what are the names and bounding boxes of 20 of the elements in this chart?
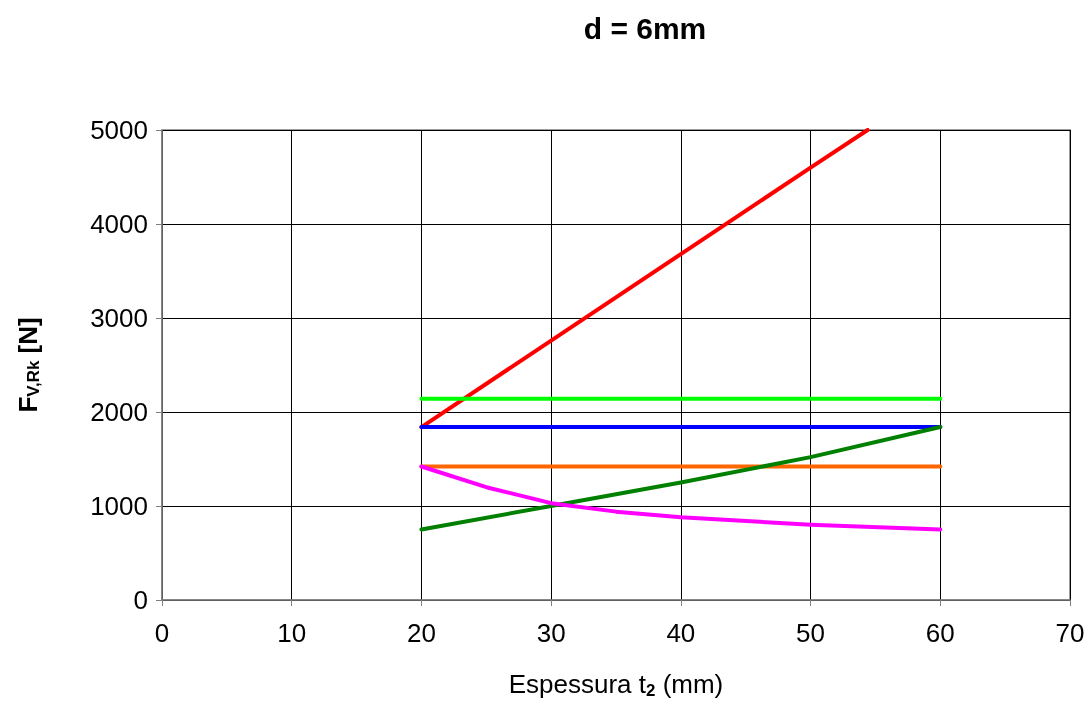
y-tick-label: 2000 bbox=[90, 397, 148, 427]
x-tick-label: 30 bbox=[536, 618, 566, 648]
x-tick-label: 10 bbox=[277, 618, 307, 648]
y-tick-label: 1000 bbox=[90, 491, 148, 521]
x-tick-label: 0 bbox=[154, 618, 170, 648]
y-tick-label: 0 bbox=[133, 585, 148, 615]
line-series bbox=[419, 464, 943, 532]
x-tick-label: 70 bbox=[1055, 618, 1085, 648]
x-tick-label: 40 bbox=[666, 618, 696, 648]
x-axis-title: Espessura t2 (mm) bbox=[508, 669, 724, 700]
line-series bbox=[419, 425, 943, 532]
y-axis-title: FV,Rk [N] bbox=[12, 317, 43, 413]
y-tick-label: 4000 bbox=[90, 209, 148, 239]
line-series bbox=[419, 128, 870, 430]
x-tick-label: 50 bbox=[796, 618, 826, 648]
x-tick-label: 20 bbox=[406, 618, 436, 648]
y-tick-label: 3000 bbox=[90, 303, 148, 333]
x-tick-label: 60 bbox=[925, 618, 955, 648]
chart-title: d = 6mm bbox=[583, 11, 707, 45]
y-tick-label: 5000 bbox=[90, 115, 148, 145]
